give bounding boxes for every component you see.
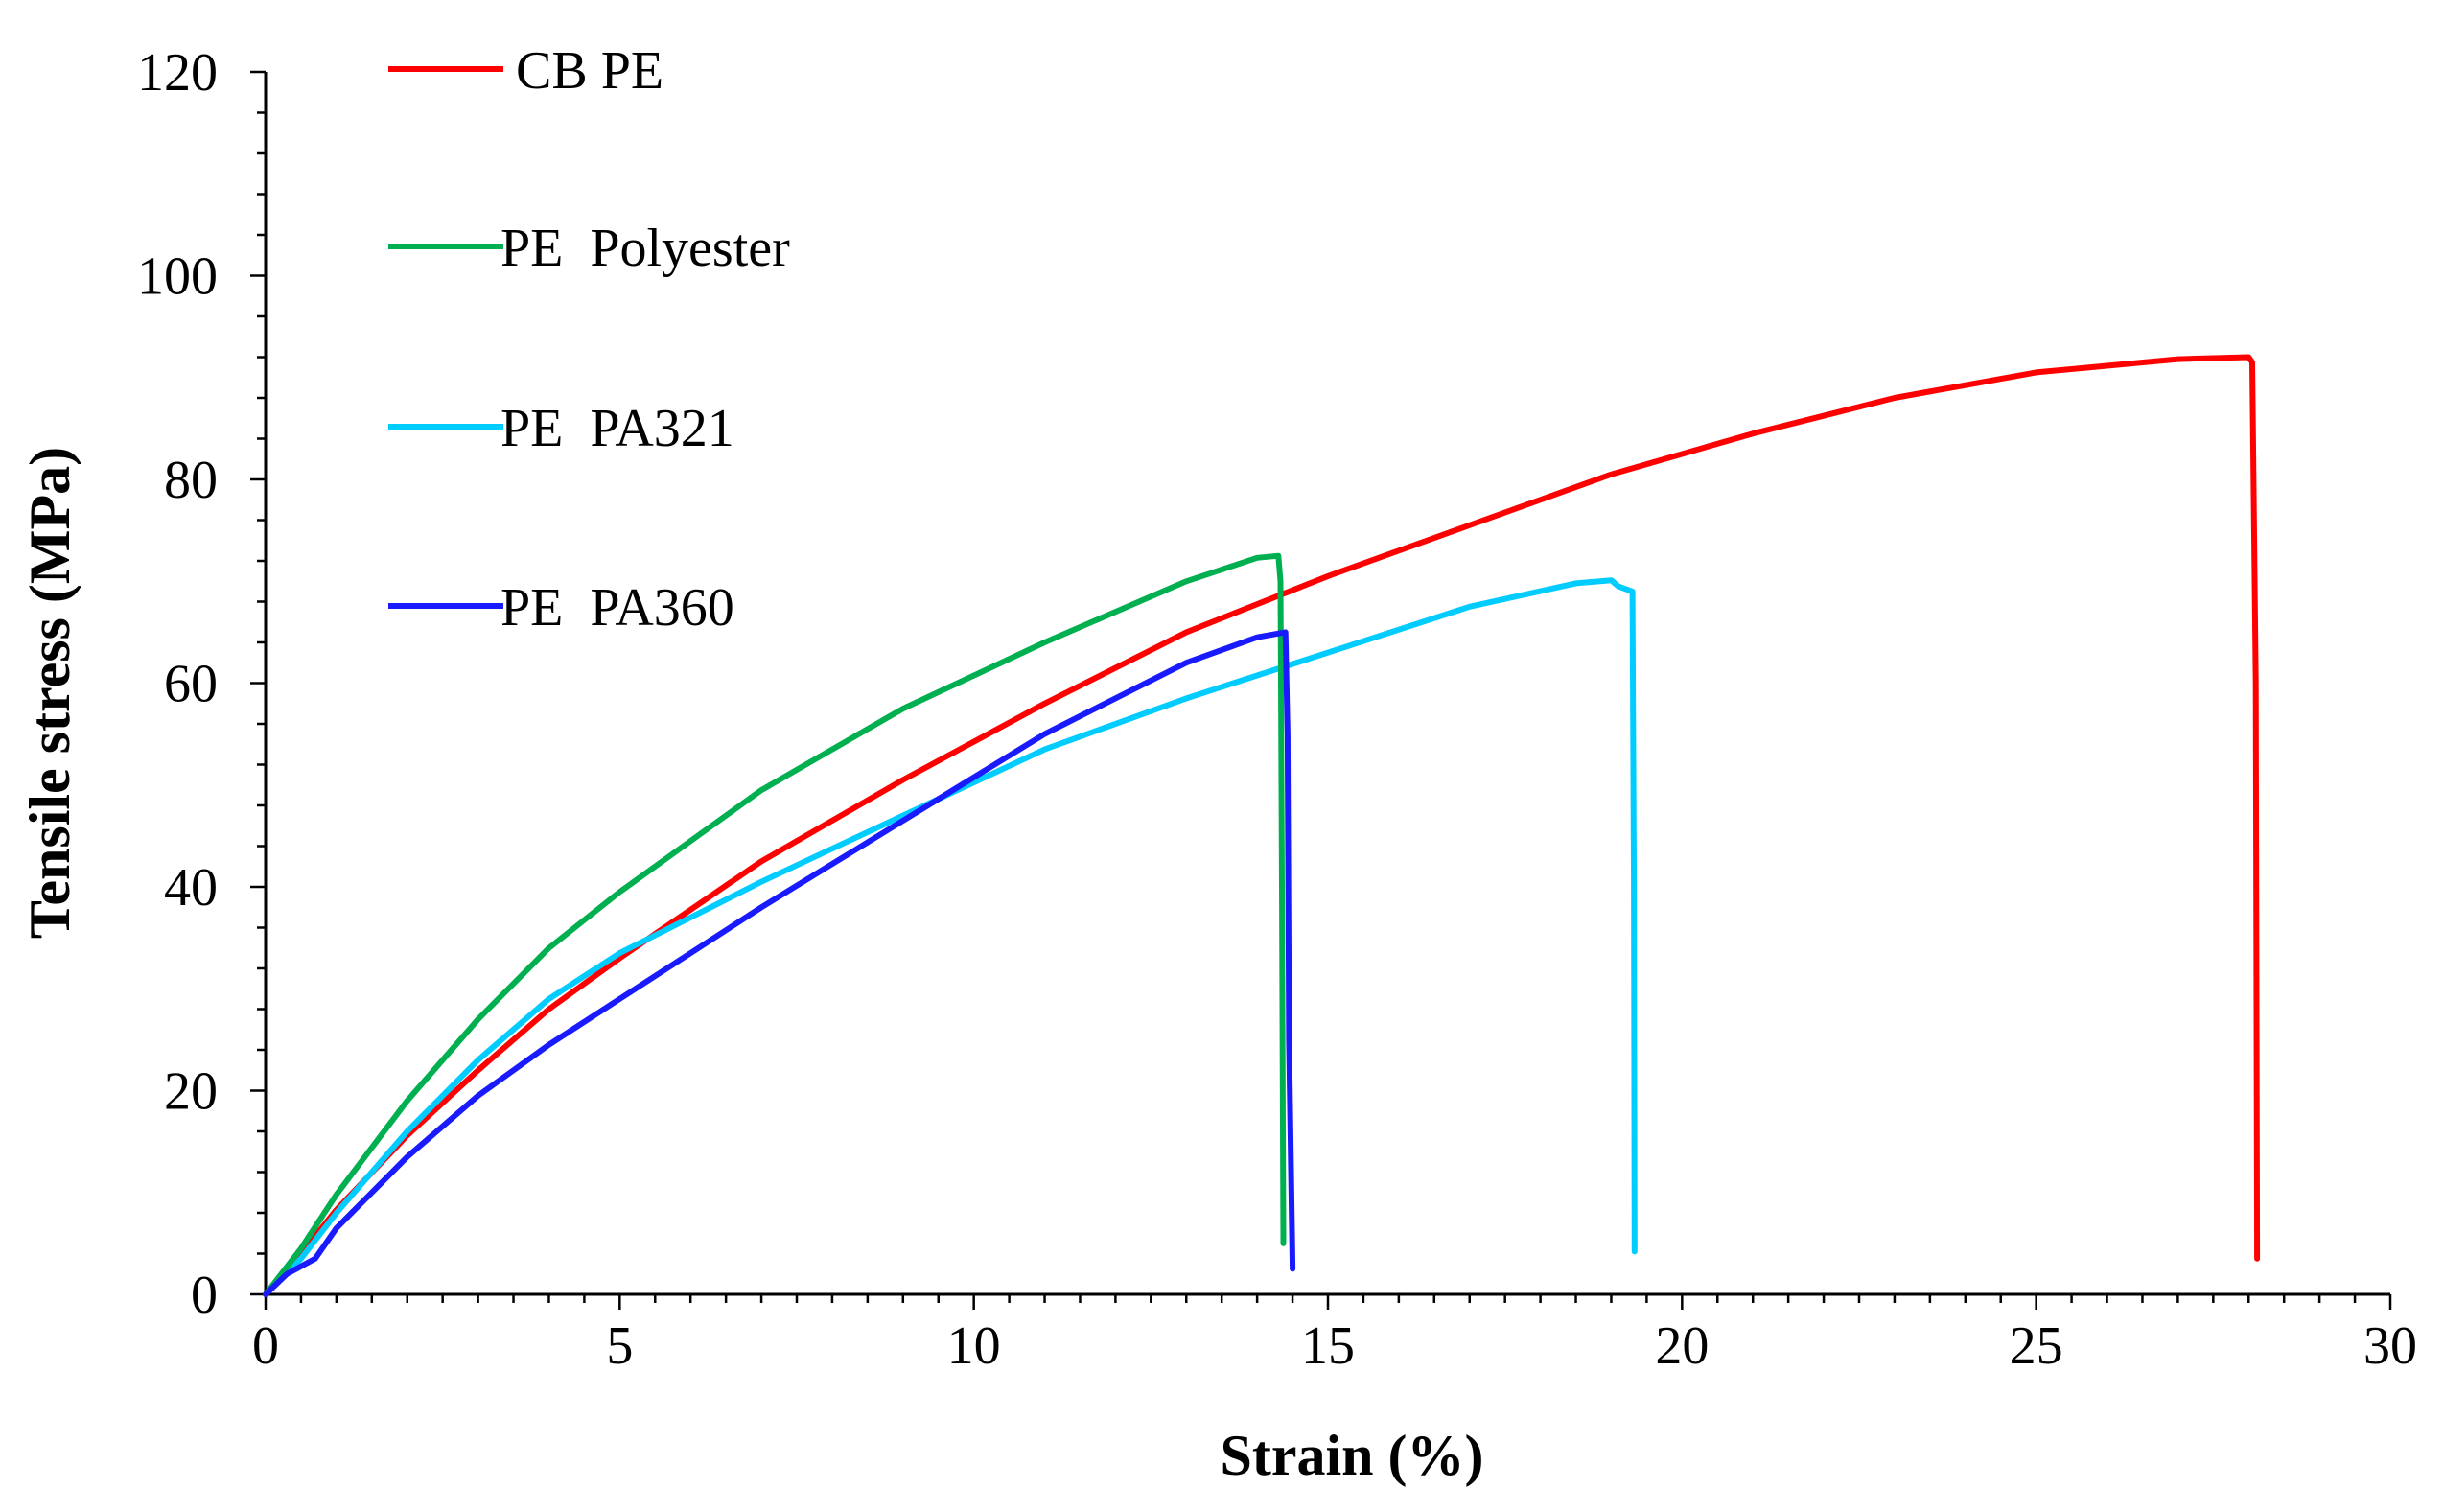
x-tick-label: 20 [1655,1316,1709,1376]
y-tick-label: 100 [137,247,218,307]
legend-label-pe-pa360: PE PA360 [500,578,734,638]
x-tick-label: 15 [1301,1316,1355,1376]
legend-label-cb-pe: CB PE [516,41,663,101]
series-line-pe-polyester [263,552,1287,1297]
series-line-pe-pa321 [263,577,1638,1297]
axes: 0 5 10 15 20 25 30 0 20 40 60 80 100 120 [137,43,2417,1376]
y-tick-label: 40 [164,858,218,918]
x-tick-label: 0 [252,1316,279,1376]
x-tick-label: 30 [2363,1316,2417,1376]
y-tick-label: 120 [137,43,218,103]
y-tick-label: 20 [164,1062,218,1122]
series-line-pe-pa360 [263,629,1296,1297]
x-tick-label: 25 [2010,1316,2063,1376]
y-tick-label: 60 [164,655,218,714]
legend-label-pe-pa321: PE PA321 [500,399,734,458]
legend-label-pe-polyester: PE Polyester [500,219,790,278]
y-tick-label: 0 [191,1266,218,1325]
legend: CB PE PE Polyester PE PA321 PE PA360 [388,41,790,638]
y-axis-title: Tensile stress (MPa) [18,447,81,939]
x-tick-label: 10 [947,1316,1001,1376]
series-layer [263,354,2261,1297]
y-tick-label: 80 [164,451,218,510]
x-tick-label: 5 [606,1316,633,1376]
series-line-cb-pe [263,354,2261,1297]
x-axis-title: Strain (%) [1221,1424,1484,1487]
